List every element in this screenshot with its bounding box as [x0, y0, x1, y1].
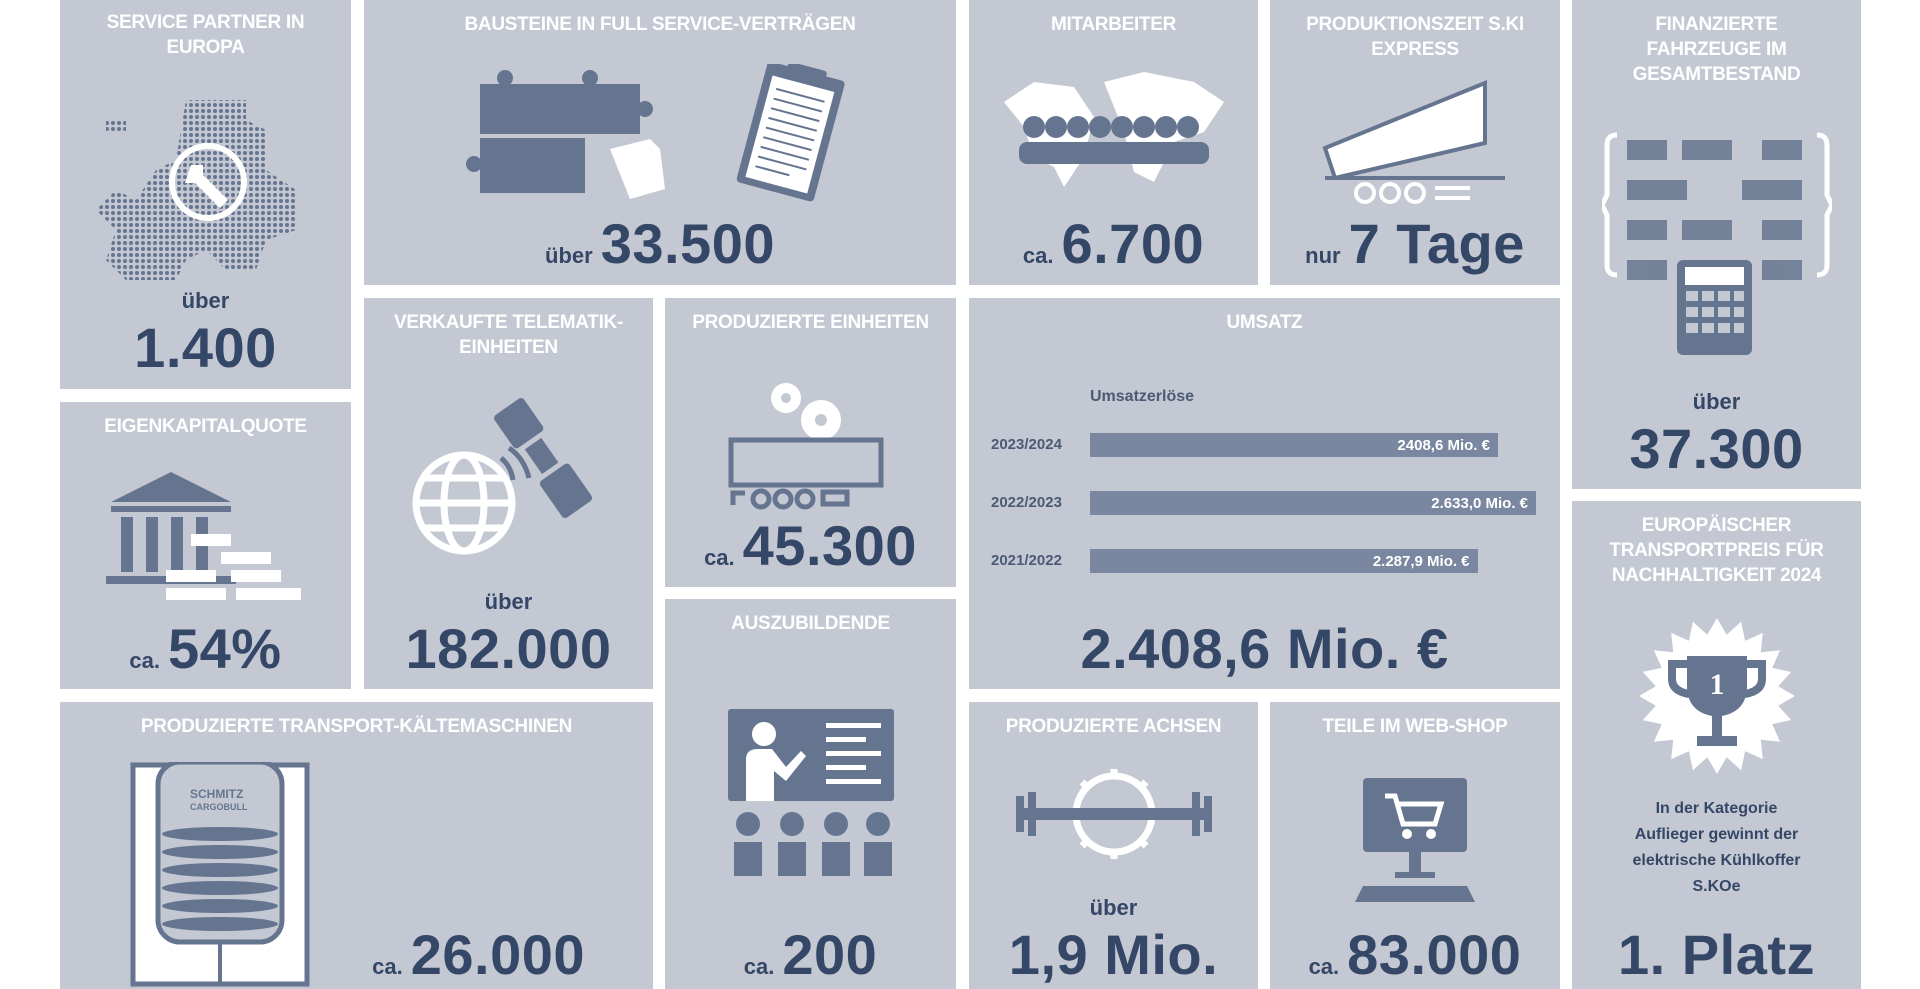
trophy-number: 1: [1709, 668, 1724, 701]
tile-title: Europäischer Transportpreis für Nachhalt…: [1609, 515, 1824, 586]
produktionszeit-value: nur 7 Tage: [1305, 212, 1525, 275]
tile-title: Teile im Web-Shop: [1322, 716, 1508, 737]
tile-achsen: Produzierte Achsen über 1,9 Mio.: [969, 702, 1258, 989]
bar-category-label: 2023/2024: [991, 436, 1062, 453]
eigenkapital-value: ca. 54%: [129, 617, 282, 680]
tile-telematik: Verkaufte Telematik-Einheiten über 182.0…: [364, 298, 653, 689]
tile-umsatz: Umsatz Umsatzerlöse 2023/2024 2408,6 Mio.…: [969, 298, 1560, 689]
calculator-fleet-icon: [1601, 132, 1832, 355]
kaeltemaschinen-value: ca. 26.000: [372, 923, 585, 986]
tile-title: Finanzierte Fahrzeuge im Gesamtbestand: [1632, 14, 1801, 85]
tile-title: Bausteine in Full Service-Verträgen: [464, 14, 856, 35]
gears-trailer-icon: [728, 383, 883, 510]
tile-title: Produzierte Einheiten: [692, 312, 929, 333]
trophy-icon: 1: [1638, 618, 1795, 774]
telematik-value: über 182.000: [405, 589, 612, 680]
tile-finanzierte: Finanzierte Fahrzeuge im Gesamtbestand ü…: [1572, 0, 1861, 489]
tile-title: Eigenkapitalquote: [104, 416, 307, 437]
tile-produktionszeit: Produktionszeit S.KI Express nur 7 Tage: [1270, 0, 1560, 285]
bar-value-label: 2408,6 Mio. €: [1397, 437, 1490, 454]
tile-title: Auszubildende: [731, 613, 890, 634]
tile-eigenkapital: Eigenkapitalquote ca. 54%: [60, 402, 351, 689]
bar-category-label: 2022/2023: [991, 494, 1062, 511]
umsatz-value: 2.408,6 Mio. €: [1080, 617, 1449, 680]
tile-title: Mitarbeiter: [1050, 14, 1177, 35]
chart-title: Umsatzerlöse: [1090, 388, 1195, 405]
tile-title: Service Partner in Europa: [106, 12, 305, 58]
service-partner-value: über 1.400: [134, 288, 277, 379]
tile-title: Umsatz: [1226, 312, 1303, 333]
puzzle-clipboard-icon: [466, 64, 845, 202]
trailer-icon: [1322, 80, 1505, 204]
tile-title: Produktionszeit S.KI Express: [1306, 14, 1524, 60]
tile-title: Verkaufte Telematik-Einheiten: [393, 312, 624, 358]
logo-text: SCHMITZ: [190, 787, 243, 801]
mitarbeiter-value: ca. 6.700: [1022, 212, 1205, 275]
bank-money-icon: [105, 472, 301, 600]
world-people-icon: [1003, 72, 1224, 187]
refrigeration-unit-icon: SCHMITZ CARGOBULL: [130, 762, 310, 987]
bar: 2408,6 Mio. €: [1090, 433, 1498, 457]
transportpreis-value: 1. Platz: [1618, 923, 1815, 986]
finanzierte-value: über 37.300: [1629, 389, 1804, 480]
axle-gear-icon: [1015, 769, 1212, 859]
tile-mitarbeiter: Mitarbeiter ca. 6.700: [969, 0, 1258, 285]
achsen-value: über 1,9 Mio.: [1008, 895, 1219, 986]
shopping-cart-monitor-icon: [1355, 778, 1475, 902]
bar-value-label: 2.287,9 Mio. €: [1372, 553, 1470, 570]
teacher-class-icon: [727, 709, 894, 876]
satellite-globe-icon: [412, 398, 592, 555]
bar: 2.633,0 Mio. €: [1090, 491, 1536, 515]
bausteine-value: über 33.500: [545, 212, 775, 275]
tile-title: Produzierte Achsen: [1005, 716, 1222, 737]
tile-transportpreis: Europäischer Transportpreis für Nachhalt…: [1572, 501, 1861, 989]
svg-text:CARGOBULL: CARGOBULL: [190, 802, 248, 812]
tile-auszubildende: Auszubildende ca. 200: [665, 599, 956, 989]
bar-category-label: 2021/2022: [991, 552, 1062, 569]
auszubildende-value: ca. 200: [743, 923, 878, 986]
einheiten-value: ca. 45.300: [704, 514, 917, 577]
tile-bausteine: Bausteine in Full Service-Verträgen über…: [364, 0, 956, 285]
tile-produzierte-einheiten: Produzierte Einheiten ca. 45.300: [665, 298, 956, 587]
bar-row: 2021/2022 2.287,9 Mio. €: [969, 549, 1560, 573]
bar-row: 2022/2023 2.633,0 Mio. €: [969, 491, 1560, 515]
award-description: In der Kategorie Auflieger gewinnt der e…: [1632, 800, 1801, 895]
bar-row: 2023/2024 2408,6 Mio. €: [969, 433, 1560, 457]
bar: 2.287,9 Mio. €: [1090, 549, 1478, 573]
tile-title: Produzierte Transport-Kältemaschinen: [140, 716, 573, 737]
webshop-value: ca. 83.000: [1308, 923, 1522, 986]
tile-webshop: Teile im Web-Shop ca. 83.000: [1270, 702, 1560, 989]
bar-value-label: 2.633,0 Mio. €: [1431, 495, 1528, 512]
tile-kaeltemaschinen: Produzierte Transport-Kältemaschinen SCH…: [60, 702, 653, 989]
europe-map-wrench-icon: [95, 100, 296, 280]
tile-service-partner: Service Partner in Europa über 1.400: [60, 0, 351, 389]
